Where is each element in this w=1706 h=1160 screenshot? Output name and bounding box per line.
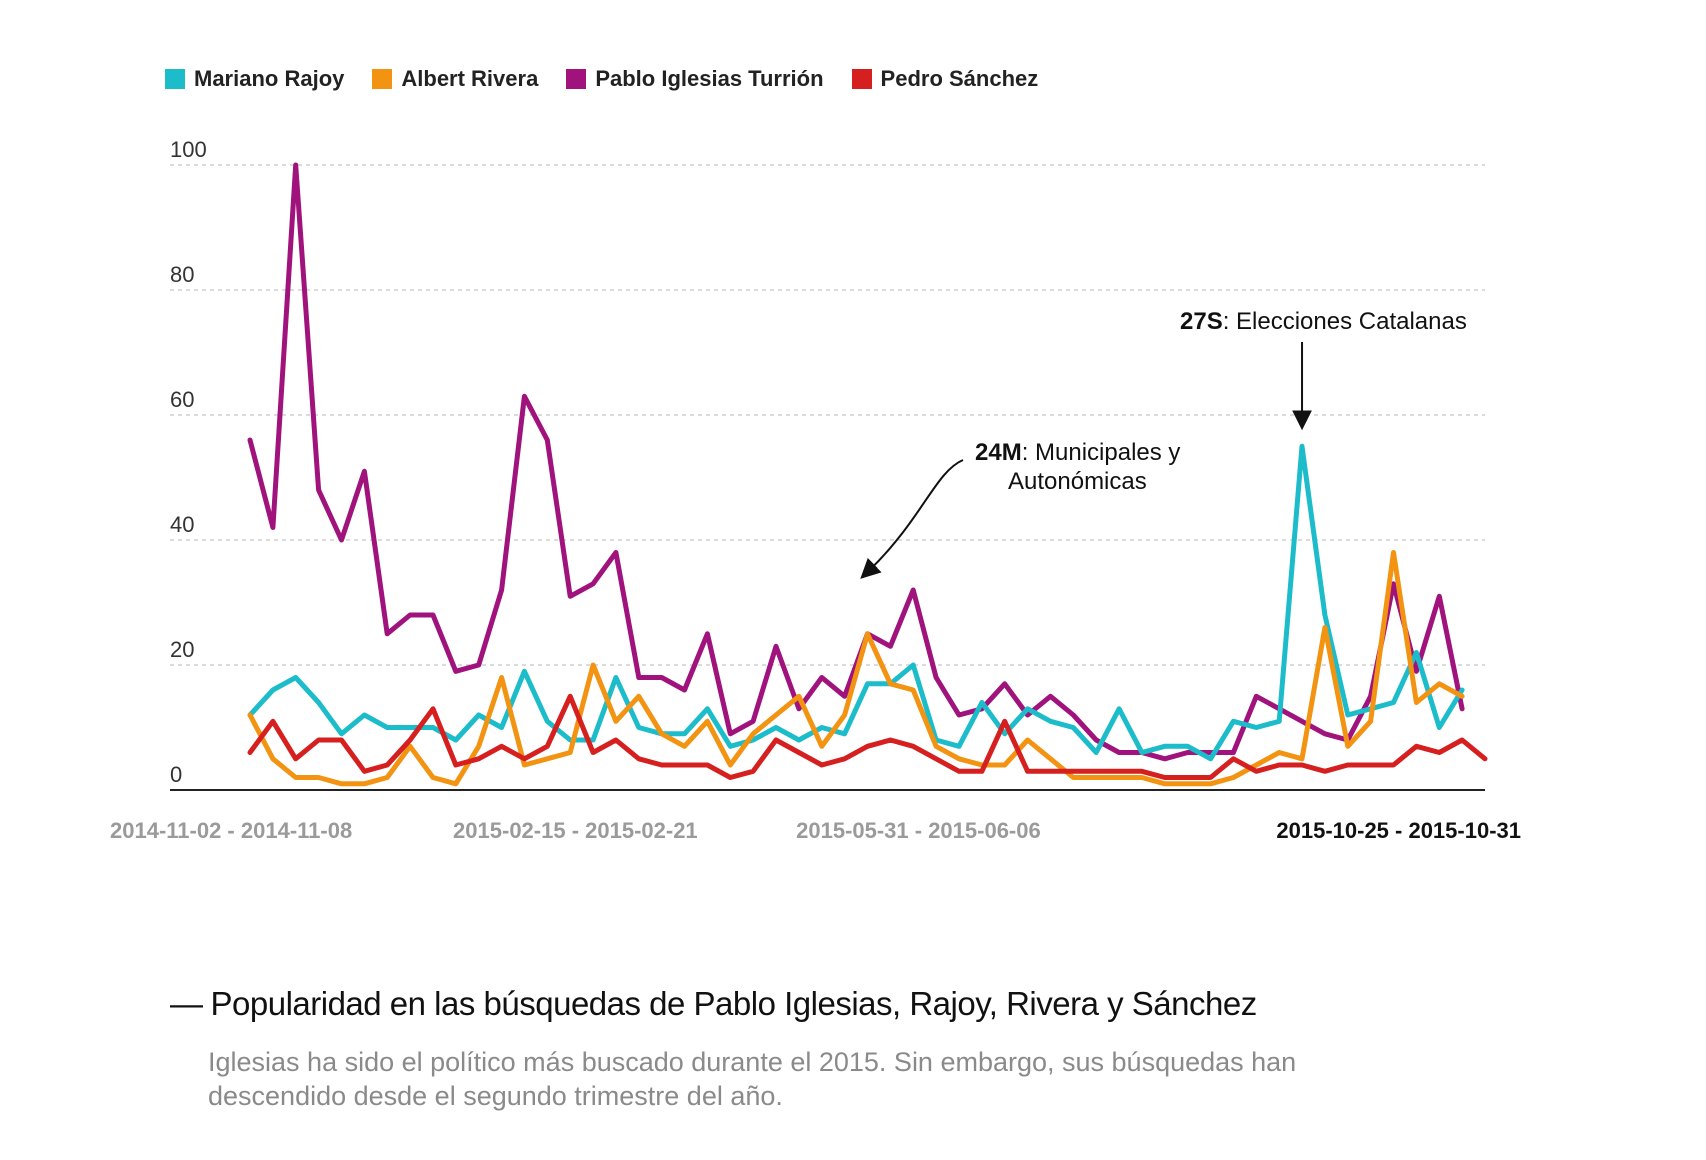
- legend: Mariano Rajoy Albert Rivera Pablo Iglesi…: [165, 66, 1038, 92]
- series-line-pedro-s-nchez: [247, 693, 1488, 780]
- annotation-24m-arrow: [860, 459, 964, 579]
- legend-label: Albert Rivera: [401, 66, 539, 91]
- x-tick-label: 2015-02-15 - 2015-02-21: [453, 818, 698, 843]
- x-tick-label: 2014-11-02 - 2014-11-08: [110, 818, 352, 843]
- caption-title-text: Popularidad en las búsquedas de Pablo Ig…: [210, 985, 1258, 1022]
- caption-dash: —: [170, 985, 203, 1022]
- series-line-pablo-iglesias-turri-n: [247, 162, 1465, 762]
- legend-swatch: [851, 69, 872, 89]
- legend-label: Pablo Iglesias Turrión: [595, 66, 824, 91]
- y-tick-label: 100: [170, 137, 207, 162]
- y-tick-label: 20: [170, 637, 194, 662]
- legend-swatch: [165, 69, 185, 89]
- y-tick-label: 40: [170, 512, 194, 537]
- y-tick-label: 80: [170, 262, 194, 287]
- x-tick-label: 2015-10-25 - 2015-10-31: [1276, 818, 1521, 843]
- caption: — Popularidad en las búsquedas de Pablo I…: [170, 985, 1470, 1113]
- y-axis: 0 20 40 60 80 100: [170, 137, 207, 787]
- legend-item-rajoy[interactable]: Mariano Rajoy: [165, 66, 344, 92]
- annotation-24m-label-line2: Autonómicas: [1008, 468, 1147, 495]
- legend-item-rivera[interactable]: Albert Rivera: [372, 66, 538, 92]
- legend-swatch: [566, 69, 587, 89]
- series-line-albert-rivera: [247, 550, 1465, 787]
- x-axis: 2014-11-02 - 2014-11-08 2015-02-15 - 2015…: [110, 818, 1521, 843]
- legend-item-iglesias[interactable]: Pablo Iglesias Turrión: [566, 66, 824, 92]
- line-chart: 0 20 40 60 80 100 2014-11-02 - 2014-11-08 2015…: [110, 137, 1521, 843]
- legend-item-sanchez[interactable]: Pedro Sánchez: [851, 66, 1039, 92]
- legend-label: Pedro Sánchez: [880, 66, 1039, 91]
- x-tick-label: 2015-05-31 - 2015-06-06: [796, 818, 1041, 843]
- legend-swatch: [372, 69, 393, 89]
- series-lines: [247, 162, 1488, 787]
- caption-title: — Popularidad en las búsquedas de Pablo I…: [170, 985, 1470, 1023]
- series-line-mariano-rajoy: [247, 443, 1465, 762]
- caption-subtitle: Iglesias ha sido el político más buscado…: [208, 1047, 1297, 1111]
- annotation-27s-label: 27S: Elecciones Catalanas: [1180, 308, 1467, 335]
- grid-lines: [170, 164, 1485, 791]
- annotation-24m-label: 24M: Municipales y: [975, 439, 1180, 466]
- y-tick-label: 60: [170, 387, 194, 412]
- y-tick-label: 0: [170, 762, 182, 787]
- legend-label: Mariano Rajoy: [194, 66, 345, 91]
